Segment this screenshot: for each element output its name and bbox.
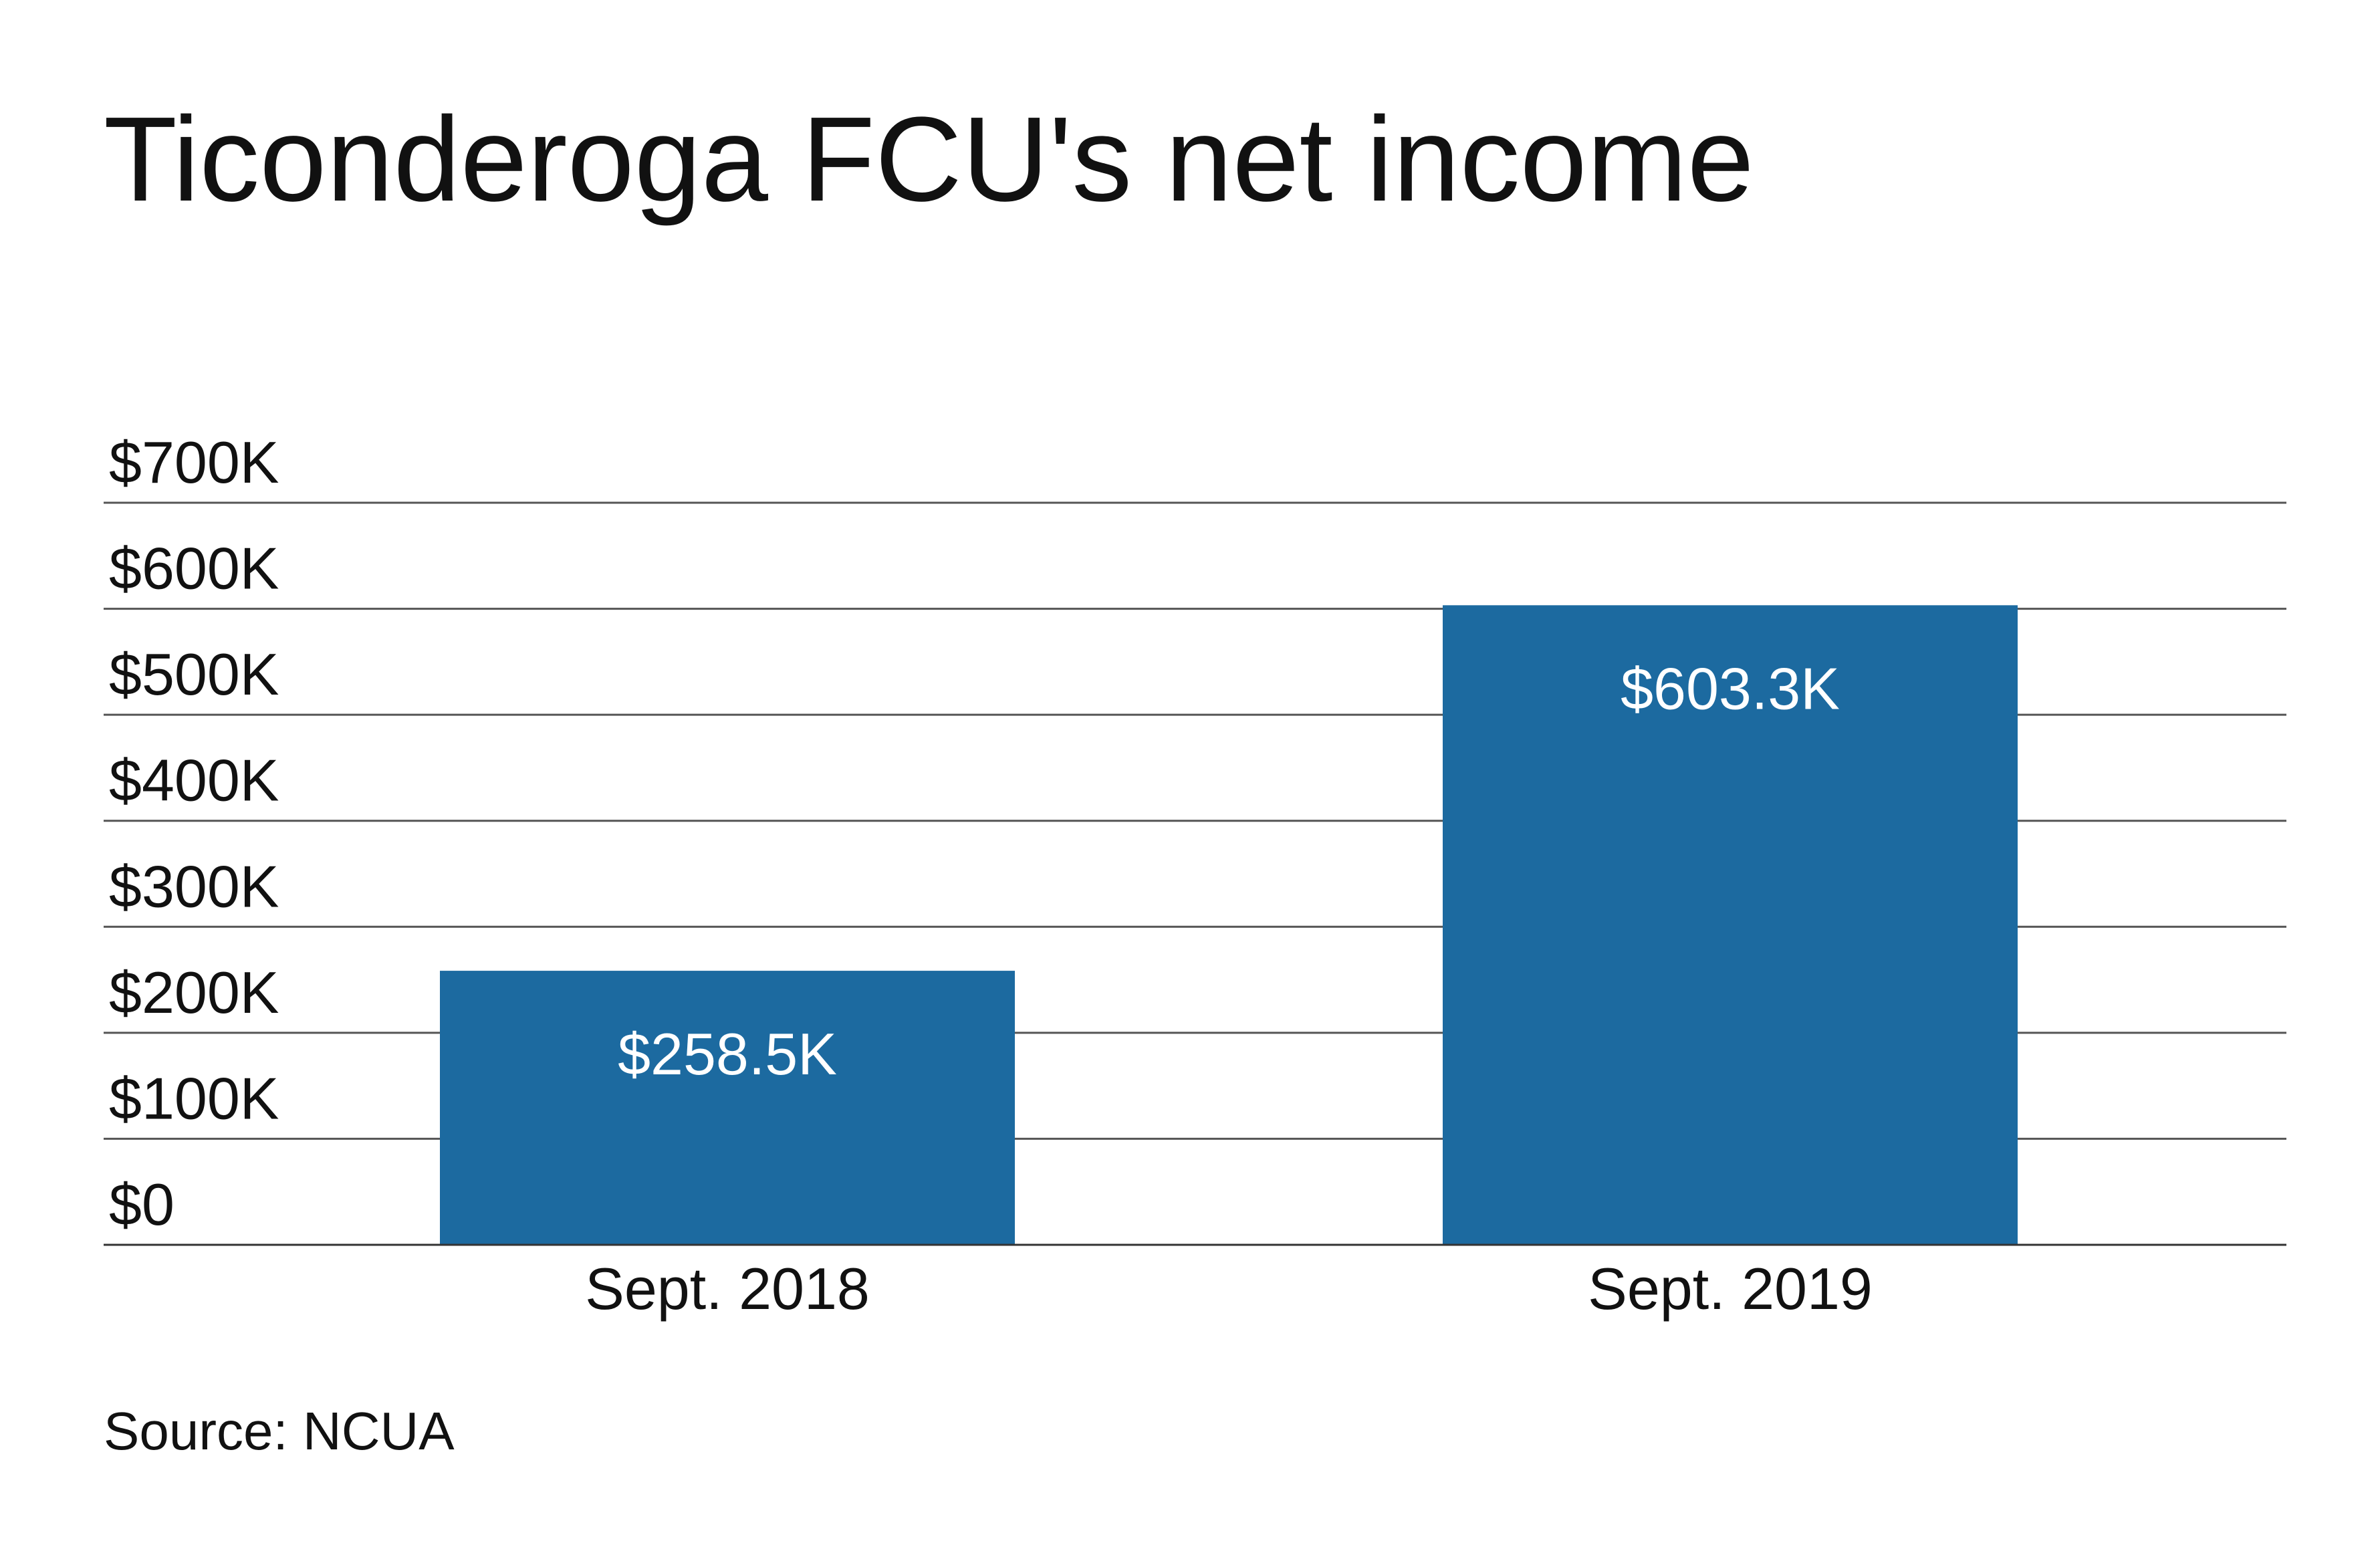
chart-title: Ticonderoga FCU's net income bbox=[104, 92, 1754, 227]
y-tick-label: $300K bbox=[109, 853, 279, 919]
x-tick-label: Sept. 2019 bbox=[1588, 1256, 1873, 1322]
y-tick-label: $700K bbox=[109, 429, 279, 495]
y-tick-label: $200K bbox=[109, 959, 279, 1026]
y-tick-label: $400K bbox=[109, 747, 279, 814]
y-tick-label: $600K bbox=[109, 535, 279, 602]
x-tick-label: Sept. 2018 bbox=[585, 1256, 870, 1322]
source-note: Source: NCUA bbox=[104, 1401, 455, 1461]
y-tick-label: $0 bbox=[109, 1171, 174, 1237]
value-label: $603.3K bbox=[1621, 655, 1840, 721]
bar bbox=[1443, 605, 2018, 1245]
value-label: $258.5K bbox=[618, 1021, 837, 1087]
bar bbox=[440, 971, 1015, 1245]
y-tick-label: $500K bbox=[109, 641, 279, 707]
y-tick-label: $100K bbox=[109, 1065, 279, 1131]
